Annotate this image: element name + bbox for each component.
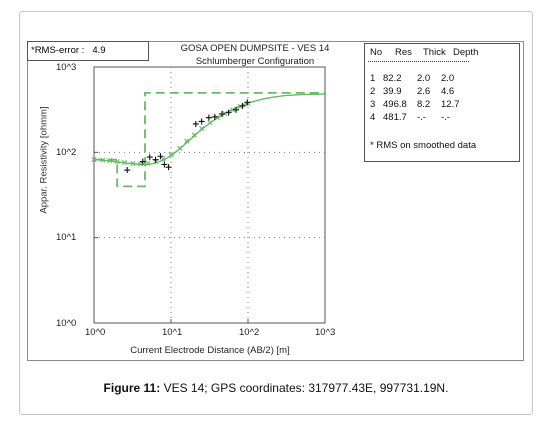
smoothed-point: [137, 161, 143, 167]
smoothed-point: [91, 157, 97, 163]
table-header-depth: Depth: [453, 47, 479, 58]
x-tick-label: 10^1: [162, 327, 183, 338]
table-header-res: Res: [395, 47, 412, 58]
table-cell: 2.0: [441, 73, 455, 84]
table-cell: 496.8: [383, 99, 407, 110]
observed-point: [198, 118, 205, 125]
y-tick-label: 10^1: [56, 232, 77, 243]
y-axis-label: Appar. Resistivity [ohmm]: [38, 106, 50, 214]
caption-label: Figure 11:: [103, 381, 161, 395]
table-cell: 4.6: [441, 86, 455, 97]
observed-point: [146, 154, 153, 161]
smoothed-point: [199, 125, 205, 132]
table-cell: 2.6: [417, 86, 431, 97]
observed-point: [157, 153, 164, 160]
table-header-no: No: [370, 47, 383, 58]
observed-point: [124, 167, 131, 174]
layer-table: No Res Thick Depth 1 82.2 2.0 2.0 2 39.9…: [364, 43, 520, 162]
observed-point: [219, 110, 226, 117]
rms-error-box: *RMS-error : 4.9: [27, 41, 149, 61]
plot-area: [93, 66, 326, 324]
observed-point: [205, 114, 212, 121]
table-cell: 2.0: [417, 73, 431, 84]
observed-point: [192, 120, 199, 127]
y-tick-label: 10^3: [56, 62, 77, 73]
calculated-curve: [93, 93, 326, 166]
smoothed-point: [160, 156, 166, 162]
table-cell: 3: [370, 99, 376, 110]
x-tick-label: 10^2: [239, 327, 260, 338]
smoothed-point: [207, 120, 213, 126]
smoothed-point: [114, 158, 120, 165]
smoothed-point: [184, 138, 190, 144]
observed-point: [161, 161, 168, 168]
smoothed-point: [229, 107, 236, 113]
grid: [93, 66, 326, 324]
table-note: * RMS on smoothed data: [370, 140, 477, 151]
x-tick-label: 10^0: [85, 327, 106, 338]
table-cell: 8.2: [417, 99, 431, 110]
rms-error-value: 4.9: [92, 45, 106, 56]
observed-point: [165, 164, 172, 171]
y-tick-label: 10^0: [56, 318, 77, 329]
smoothed-point: [122, 159, 128, 166]
caption-text: VES 14; GPS coordinates: 317977.43E, 997…: [160, 381, 449, 395]
smoothed-point: [130, 160, 136, 167]
chart-subtitle: Schlumberger Configuration: [195, 56, 315, 67]
observed-point: [239, 102, 246, 109]
table-cell: -.-: [417, 112, 426, 123]
figure-caption: Figure 11: VES 14; GPS coordinates: 3179…: [19, 381, 533, 395]
smoothed-point: [168, 152, 174, 158]
smoothed-point: [145, 160, 151, 167]
y-tick-label: 10^2: [56, 147, 77, 158]
smoothed-point: [100, 157, 106, 163]
rms-error-label: *RMS-error :: [31, 45, 85, 56]
series-layer: [91, 92, 326, 188]
model-curve: [94, 92, 325, 188]
smoothed-point: [191, 132, 197, 138]
table-cell: 1: [370, 73, 376, 84]
table-separator: [368, 61, 469, 62]
observed-point: [233, 106, 240, 113]
x-tick-label: 10^3: [315, 327, 336, 338]
table-cell: 39.9: [383, 86, 402, 97]
observed-point: [152, 156, 159, 163]
table-cell: 4: [370, 112, 376, 123]
chart-title: GOSA OPEN DUMPSITE - VES 14: [180, 43, 330, 54]
observed-point: [139, 158, 146, 165]
table-header-thick: Thick: [423, 47, 446, 58]
smoothed-point: [177, 145, 183, 151]
smoothed-point: [214, 115, 220, 121]
observed-point: [211, 113, 218, 120]
x-axis-label: Current Electrode Distance (AB/2) [m]: [130, 345, 290, 356]
table-cell: 82.2: [383, 73, 402, 84]
observed-point: [244, 99, 251, 106]
y-axis-label-wrap: Appar. Resistivity [ohmm]: [37, 90, 51, 230]
observed-point: [225, 109, 232, 116]
smoothed-point: [107, 158, 113, 164]
table-cell: 481.7: [383, 112, 407, 123]
table-cell: -.-: [441, 112, 450, 123]
table-cell: 12.7: [441, 99, 460, 110]
table-cell: 2: [370, 86, 376, 97]
